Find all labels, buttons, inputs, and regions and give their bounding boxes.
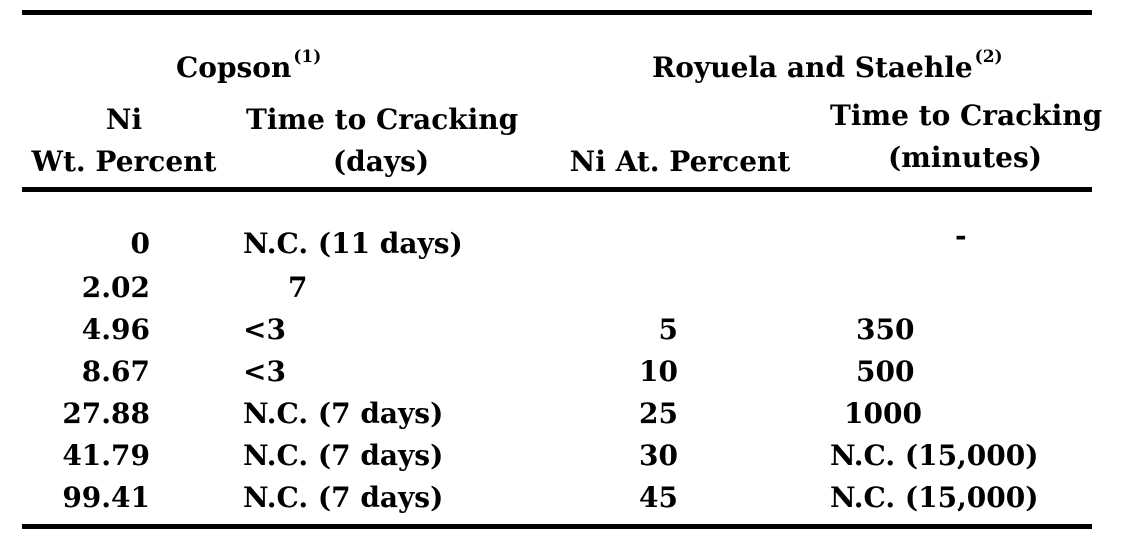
col-time-min-header-line1: Time to Cracking xyxy=(830,99,1103,132)
table-cell-time-days: <3 xyxy=(243,355,286,388)
col-ni-wt-header-line2: Wt. Percent xyxy=(31,145,217,178)
table-cell-time-min: 350 xyxy=(856,313,915,346)
table-cell-time-min: 500 xyxy=(856,355,915,388)
table-cell-ni-at: 30 xyxy=(639,439,678,472)
col-time-min-header-line2: (minutes) xyxy=(888,141,1042,174)
table-cell-time-min: N.C. (15,000) xyxy=(830,439,1039,472)
table-cell-ni-at: 10 xyxy=(639,355,678,388)
table-top-rule xyxy=(22,10,1092,15)
table-cell-time-days: N.C. (7 days) xyxy=(243,481,444,514)
royuela-group-header: Royuela and Staehle (2) xyxy=(652,47,1003,88)
table-cell-ni-at: 25 xyxy=(639,397,678,430)
table-cell-time-min: - xyxy=(955,219,967,252)
table-cell-time-days: <3 xyxy=(243,313,286,346)
table-cell-time-days: 7 xyxy=(288,271,308,304)
table-cell-ni-wt: 41.79 xyxy=(62,439,150,472)
table-cell-time-min: N.C. (15,000) xyxy=(830,481,1039,514)
table-cell-ni-wt: 2.02 xyxy=(81,271,150,304)
royuela-title: Royuela and Staehle xyxy=(652,51,973,84)
table-cell-ni-wt: 99.41 xyxy=(62,481,150,514)
header-bottom-rule xyxy=(22,187,1092,192)
table-cell-time-days: N.C. (7 days) xyxy=(243,439,444,472)
table-cell-ni-at: 5 xyxy=(658,313,678,346)
table-cell-time-days: N.C. (11 days) xyxy=(243,227,463,260)
col-time-days-header-line2: (days) xyxy=(332,145,430,178)
table-cell-time-min: 1000 xyxy=(844,397,922,430)
table-bottom-rule xyxy=(22,524,1092,529)
table-cell-ni-wt: 27.88 xyxy=(62,397,150,430)
table-cell-time-days: N.C. (7 days) xyxy=(243,397,444,430)
table-cell-ni-wt: 8.67 xyxy=(81,355,150,388)
copson-title: Copson xyxy=(176,51,292,84)
table-cell-ni-wt: 4.96 xyxy=(81,313,150,346)
table-cell-ni-wt: 0 xyxy=(130,227,150,260)
royuela-ref: (2) xyxy=(974,47,1003,67)
col-ni-wt-header-line1: Ni xyxy=(105,103,143,136)
copson-group-header: Copson (1) xyxy=(176,47,321,88)
copson-ref: (1) xyxy=(293,47,322,67)
col-time-days-header-line1: Time to Cracking xyxy=(246,103,519,136)
table-cell-ni-at: 45 xyxy=(639,481,678,514)
col-ni-at-header: Ni At. Percent xyxy=(569,145,791,178)
